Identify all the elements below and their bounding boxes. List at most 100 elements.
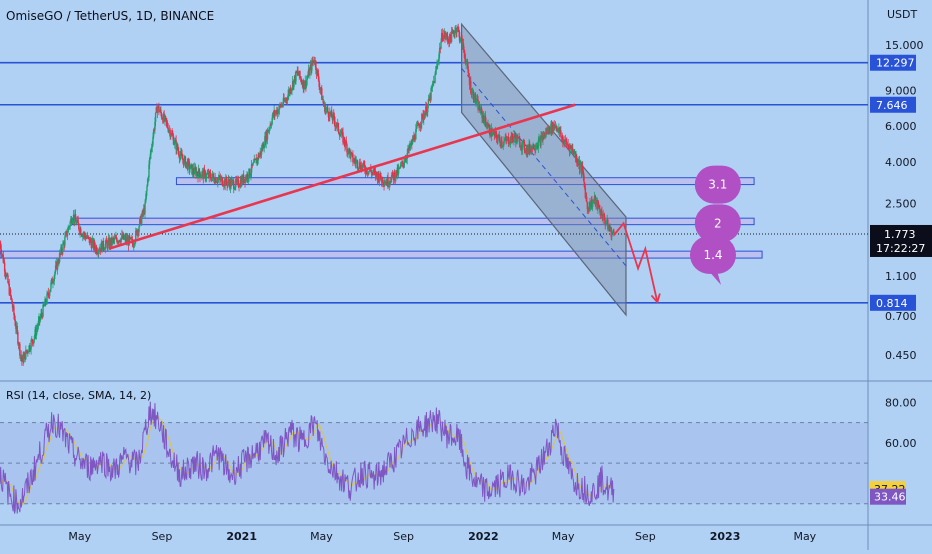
candle-body — [153, 129, 155, 131]
candle-body — [123, 234, 125, 240]
candles — [0, 23, 615, 367]
candle-body — [286, 98, 288, 100]
candle-body — [564, 142, 566, 146]
candle-body — [183, 158, 185, 165]
candle-body — [61, 251, 63, 253]
x-tick-label: 2022 — [468, 530, 499, 543]
candle-body — [482, 115, 485, 119]
candle-body — [407, 148, 409, 154]
candle-body — [78, 223, 80, 230]
candle-body — [317, 73, 320, 81]
candle-body — [505, 137, 507, 139]
candle-body — [307, 75, 309, 78]
candle-body — [56, 260, 59, 270]
candle-body — [262, 143, 265, 149]
candle-body — [306, 77, 308, 80]
candle-body — [43, 305, 46, 307]
candle-body — [86, 237, 88, 239]
candle-body — [497, 138, 499, 142]
candle-body — [355, 161, 357, 164]
candle-body — [62, 243, 64, 252]
label-bubble-text: 3.1 — [708, 178, 727, 192]
candle-body — [456, 29, 458, 33]
candle-body — [119, 240, 121, 242]
candle-body — [146, 179, 149, 187]
candle-body — [419, 126, 421, 129]
candle-body — [102, 240, 104, 249]
candle-body — [42, 304, 44, 317]
candle-body — [0, 243, 2, 250]
candle-body — [319, 86, 321, 88]
candle-body — [237, 179, 240, 187]
candle-body — [584, 187, 587, 198]
candle-body — [598, 207, 600, 209]
candle-body — [585, 196, 588, 203]
candle-body — [105, 239, 108, 243]
candle-body — [227, 182, 229, 186]
candle-body — [141, 210, 144, 217]
projection-path — [613, 221, 659, 303]
level-price-tag-text: 7.646 — [876, 99, 908, 112]
candle-body — [373, 169, 375, 171]
candle-body — [250, 172, 252, 176]
rsi-y-tick-label: 60.00 — [885, 437, 917, 450]
candle-body — [152, 129, 155, 137]
candle-body — [150, 147, 153, 150]
candle-body — [454, 31, 456, 36]
candle-body — [393, 172, 396, 181]
candle-body — [378, 173, 380, 182]
candle-body — [589, 206, 592, 209]
candle-body — [608, 226, 610, 228]
candle-body — [405, 158, 408, 160]
candle-body — [583, 175, 585, 183]
candle-body — [268, 129, 270, 133]
candle-body — [562, 136, 564, 144]
candle-body — [611, 232, 613, 237]
y-tick-label: 15.000 — [885, 39, 924, 52]
candle-body — [400, 163, 402, 165]
candle-body — [312, 60, 314, 63]
candle-body — [120, 237, 122, 243]
candle-body — [503, 140, 506, 142]
candle-body — [432, 83, 434, 85]
candle-body — [72, 219, 74, 222]
candle-body — [299, 71, 301, 78]
candle-body — [470, 80, 472, 94]
candle-body — [151, 144, 153, 148]
candle-body — [501, 140, 503, 146]
candle-body — [154, 112, 157, 122]
candle-body — [582, 165, 584, 172]
label-bubble — [694, 204, 741, 243]
candle-body — [236, 179, 238, 182]
candle-body — [166, 122, 169, 128]
candle-body — [246, 174, 249, 180]
candle-body — [198, 168, 201, 174]
candle-body — [391, 172, 394, 175]
candle-body — [64, 233, 67, 237]
candle-body — [481, 110, 483, 119]
candle-body — [167, 127, 169, 132]
candle-body — [176, 143, 179, 150]
candle-body — [372, 169, 375, 173]
candle-body — [203, 169, 205, 179]
candle-body — [141, 216, 143, 224]
candle-body — [190, 164, 192, 169]
candle-body — [19, 343, 21, 356]
candle-body — [7, 282, 10, 284]
candle-body — [76, 221, 78, 224]
candle-body — [9, 289, 12, 296]
current-price-text: 1.773 — [884, 228, 916, 241]
candle-body — [278, 104, 281, 110]
candle-body — [573, 152, 575, 155]
candle-body — [538, 138, 540, 141]
level-price-tag-text: 0.814 — [876, 297, 908, 310]
candle-body — [518, 137, 520, 139]
candle-body — [220, 178, 222, 181]
candle-body — [602, 213, 604, 221]
candle-body — [215, 177, 217, 183]
candle-body — [324, 103, 326, 114]
candle-body — [130, 237, 132, 240]
y-tick-label: 4.000 — [885, 156, 917, 169]
candle-body — [487, 124, 489, 128]
